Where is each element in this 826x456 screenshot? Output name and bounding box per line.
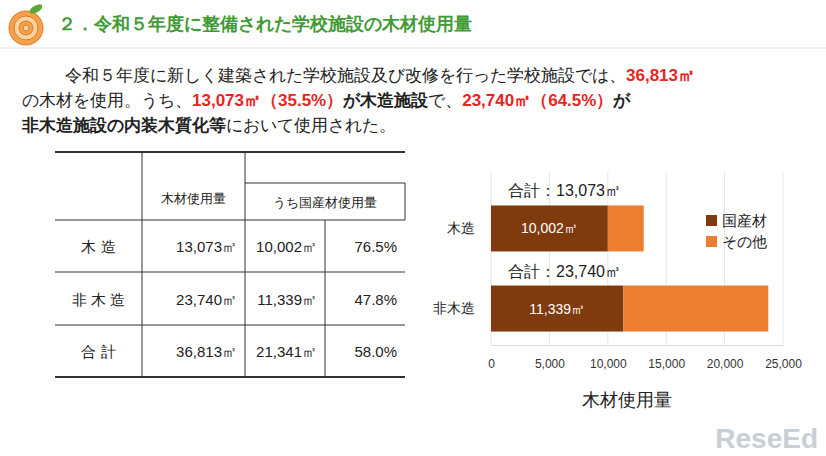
legend-item: 国産材 [706,212,767,229]
x-tick-label: 10,000 [590,357,627,371]
legend-label: 国産材 [722,212,767,229]
summary-segment: が木造施設 [342,91,429,110]
table-hline [55,325,405,326]
legend-label: その他 [722,233,767,250]
header-rule [0,48,826,49]
summary-segment: の木材を使用。うち、 [22,91,192,110]
legend-swatch [706,236,717,247]
x-tick: 0 [488,345,495,371]
bar-segment [623,286,768,332]
table-vline [245,152,246,377]
summary-line: 令和５年度に新しく建築された学校施設及び改修を行った学校施設では、36,813㎥ [65,66,695,85]
table-vline [325,220,326,377]
summary-segment: 36,813㎥ [626,66,695,85]
x-tick-label: 15,000 [648,357,685,371]
table-hline [55,272,405,273]
table-cell: 23,740㎥ [176,291,237,308]
table-row-label: 合 計 [81,343,115,360]
x-tick-label: 0 [488,357,495,371]
labels: 10,002㎥ 合計：13,073㎥ 11,339㎥ 合計：23,740㎥ [508,182,621,316]
summary-segment: で、 [428,91,462,110]
bars [491,205,768,331]
bar-segment [491,286,623,332]
table-cell: 10,002㎥ [256,238,317,255]
summary-segment: が [612,91,631,110]
table-vline [405,183,406,220]
table-vline [142,152,143,377]
table-header: うち国産材使用量 [273,195,377,210]
page: ２．令和５年度に整備された学校施設の木材使用量令和５年度に新しく建築された学校施… [0,0,826,456]
table-bottom [55,376,405,378]
icon-ring [19,21,33,35]
total-annotation: 合計：23,740㎥ [508,263,621,280]
table: 木材使用量 うち国産材使用量木 造 13,073㎥ 10,002㎥ 76.5% 非 木 造… [55,152,405,377]
summary-line: 非木造施設の内装木質化等において使用された。 [21,116,396,135]
table-top [55,151,405,153]
bar-segment [491,205,608,251]
header-title: ２．令和５年度に整備された学校施設の木材使用量 [58,14,472,34]
summary-segment: 23,740㎥（64.5%） [462,91,613,110]
legend-item: その他 [706,233,767,250]
x-tick-label: 5,000 [535,357,565,371]
x-tick: 20,000 [707,345,744,371]
icon-ring [14,16,38,40]
y-tick: 木造 [447,220,491,236]
data-label: 10,002㎥ [521,220,578,236]
grid [491,172,783,345]
category-label: 木造 [447,220,475,236]
bar-segment [608,205,644,251]
table-hline [55,220,405,221]
table-row-label: 非 木 造 [72,291,125,308]
table-cell: 47.8% [354,291,397,308]
table-cell: 76.5% [354,238,397,255]
y-axis: 木造非木造 [433,173,492,346]
table-cell: 36,813㎥ [176,343,237,360]
y-tick: 非木造 [433,300,491,316]
table-header: 木材使用量 [161,191,226,206]
category-label: 非木造 [433,300,475,316]
table-hline [245,183,405,184]
header-icon [9,2,44,45]
summary-segment: 令和５年度に新しく建築された学校施設及び改修を行った学校施設では、 [65,66,626,85]
x-tick-label: 25,000 [765,357,802,371]
table-cell: 58.0% [354,343,397,360]
legend: 国産材その他 [706,212,767,250]
x-tick: 5,000 [535,345,565,371]
legend-swatch [706,215,717,226]
icon-leaf [28,2,44,15]
total-annotation: 合計：13,073㎥ [508,182,621,199]
x-axis-title: 木材使用量 [582,390,672,410]
grid-line [783,172,784,345]
summary-segment: 13,073㎥（35.5%） [192,91,343,110]
icon-ring [23,25,29,31]
summary-line: の木材を使用。うち、13,073㎥（35.5%）が木造施設で、23,740㎥（6… [22,91,631,110]
data-label: 11,339㎥ [529,301,585,317]
icon-ring [9,11,43,45]
x-axis: 0 5,000 10,000 15,000 20,000 25,000 [488,345,802,371]
watermark: ReseEd [715,423,818,454]
summary-segment: において使用された。 [226,116,396,135]
x-tick-label: 20,000 [707,357,744,371]
table-cell: 21,341㎥ [256,343,317,360]
table-row-label: 木 造 [81,238,115,255]
x-tick: 10,000 [590,345,627,371]
table-cell: 13,073㎥ [176,238,237,255]
x-tick: 15,000 [648,345,685,371]
table-cell: 11,339㎥ [257,291,317,308]
chart: 0 5,000 10,000 15,000 20,000 25,000 木材使用量 木造非木造… [433,172,802,410]
x-axis-line [492,345,784,346]
x-tick: 25,000 [765,345,802,371]
summary-segment: 非木造施設の内装木質化等 [21,116,226,135]
